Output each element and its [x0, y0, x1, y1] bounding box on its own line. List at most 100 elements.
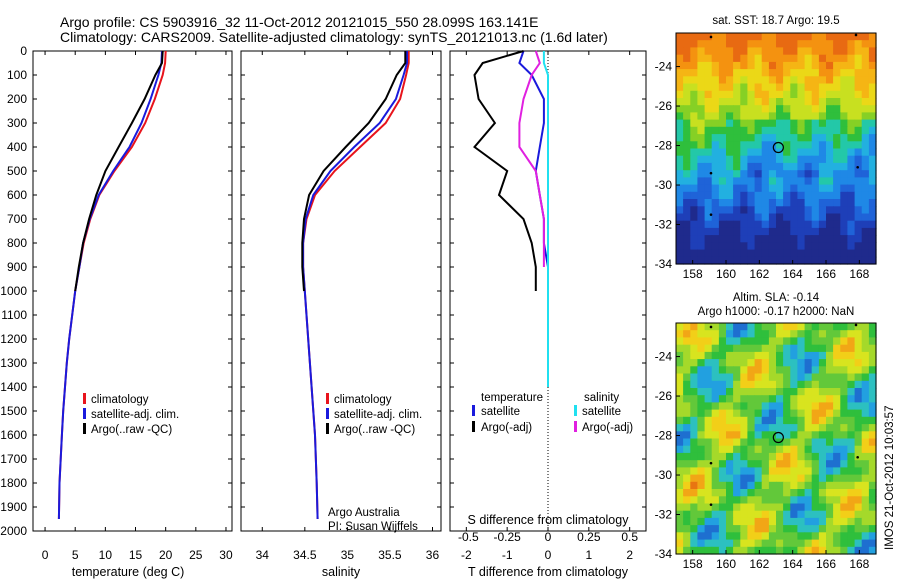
map-cell — [861, 162, 870, 171]
map-cell — [861, 416, 870, 425]
map-cell — [861, 235, 870, 243]
map-cell — [840, 112, 848, 121]
map-cell — [754, 220, 763, 229]
map-cell — [768, 481, 777, 490]
map-cell — [833, 235, 841, 243]
map-cell — [826, 213, 834, 222]
map-cell — [761, 249, 770, 258]
map-cell — [747, 235, 756, 243]
map-cell — [754, 489, 763, 497]
map-cell — [683, 532, 691, 541]
map-cell — [861, 141, 870, 150]
map-cell — [833, 105, 841, 113]
map-cell — [754, 424, 763, 432]
map-cell — [690, 90, 698, 99]
map-cell — [776, 323, 784, 331]
map-cell — [818, 61, 827, 70]
map-cell — [683, 546, 691, 555]
map-cell — [811, 431, 820, 440]
map-cell — [740, 424, 748, 432]
map-cell — [833, 351, 841, 360]
map-cell — [768, 330, 777, 338]
island-marker — [709, 35, 713, 39]
map-cell — [718, 452, 727, 461]
map-cell — [704, 351, 713, 360]
map-cell — [804, 33, 813, 41]
map-cell — [826, 256, 834, 265]
map-cell — [790, 351, 798, 360]
map-cell — [790, 388, 798, 396]
map-cell — [790, 191, 798, 200]
map-cell — [840, 126, 848, 135]
map-cell — [833, 460, 841, 468]
map-cell — [861, 359, 870, 367]
map-cell — [818, 54, 827, 63]
map-cell — [776, 83, 784, 92]
map-cell — [833, 242, 841, 251]
x2-tick-label: 0.5 — [621, 530, 638, 544]
map-cell — [783, 98, 791, 106]
map-cell — [747, 76, 756, 85]
map-cell — [726, 33, 734, 41]
map-cell — [783, 510, 791, 519]
map-cell — [804, 141, 813, 150]
map-cell — [768, 33, 777, 41]
map-cell — [676, 206, 684, 215]
map-cell — [704, 474, 713, 483]
map-cell — [790, 33, 798, 41]
map-cell — [690, 33, 698, 41]
map-cell — [697, 40, 706, 48]
map-cell — [747, 539, 756, 548]
island-marker — [709, 325, 713, 329]
map-cell — [747, 416, 756, 425]
series-line — [301, 51, 407, 292]
map-cell — [747, 460, 756, 468]
map-cell — [833, 467, 841, 476]
map-cell — [754, 162, 763, 171]
map-cell — [854, 330, 863, 338]
map-cell — [718, 191, 727, 200]
map-cell — [797, 213, 806, 222]
map-cell — [711, 416, 720, 425]
map-cell — [818, 359, 827, 367]
map-cell — [790, 481, 798, 490]
map-cell — [747, 98, 756, 106]
map-cell — [690, 54, 698, 63]
map-cell — [726, 206, 734, 215]
map-cell — [783, 366, 791, 375]
map-cell — [711, 69, 720, 77]
map-cell — [683, 40, 691, 48]
map-cell — [861, 33, 870, 41]
map-cell — [861, 83, 870, 92]
map-cell — [747, 40, 756, 48]
map-cell — [861, 69, 870, 77]
map-cell — [811, 388, 820, 396]
map-cell — [754, 380, 763, 389]
map-cell — [747, 546, 756, 555]
map-cell — [704, 112, 713, 121]
map-cell — [690, 126, 698, 135]
map-cell — [676, 496, 684, 505]
map-cell — [790, 416, 798, 425]
map-cell — [790, 119, 798, 128]
map-cell — [811, 474, 820, 483]
title-line1: Argo profile: CS 5903916_32 11-Oct-2012 … — [60, 14, 538, 30]
map-cell — [776, 517, 784, 526]
map-cell — [726, 227, 734, 236]
map-cell — [711, 155, 720, 164]
map-cell — [811, 220, 820, 229]
map-cell — [861, 438, 870, 447]
map-cell — [833, 481, 841, 490]
map-cell — [754, 69, 763, 77]
map-cell — [790, 61, 798, 70]
map-cell — [711, 256, 720, 265]
map-cell — [797, 373, 806, 382]
map-cell — [776, 33, 784, 41]
map-cell — [854, 90, 863, 99]
map-cell — [776, 227, 784, 236]
legend-sal-title: salinity — [584, 392, 619, 404]
map-cell — [754, 235, 763, 243]
map-cell — [740, 69, 748, 77]
map-cell — [804, 467, 813, 476]
map-cell — [818, 388, 827, 396]
